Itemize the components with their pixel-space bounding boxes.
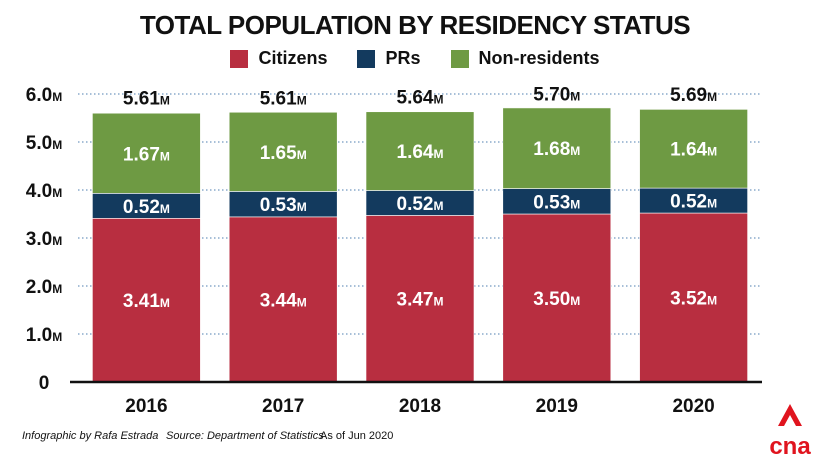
y-tick-label: 3.0M: [26, 229, 62, 250]
logo-mark-icon: [778, 404, 802, 426]
bar-total-label: 5.70M: [533, 84, 580, 105]
x-tick-label: 2018: [399, 396, 441, 417]
footer-as-of: As of Jun 2020: [320, 430, 394, 442]
y-tick-label: 6.0M: [26, 85, 62, 106]
bar-segment: [92, 193, 201, 219]
bar-total-label: 5.61M: [123, 89, 170, 110]
bar-segment: [365, 190, 475, 216]
bar-segment: [502, 188, 612, 215]
x-tick-label: 2016: [125, 396, 167, 417]
y-tick-label: 5.0M: [26, 133, 62, 154]
bar-segment: [502, 213, 612, 383]
bar-segment: [228, 111, 338, 192]
bar-value-label: 3.41M: [123, 291, 170, 312]
legend-label-prs: PRs: [385, 48, 421, 68]
legend-swatch-citizens: [230, 49, 249, 68]
cna-logo: cna: [769, 404, 811, 460]
logo-text: cna: [769, 433, 811, 460]
footer-credit: Infographic by Rafa Estrada: [22, 430, 159, 442]
chart-title: TOTAL POPULATION BY RESIDENCY STATUS: [139, 10, 691, 40]
bar-segment: [228, 216, 338, 383]
bar-total-label: 5.64M: [397, 87, 444, 108]
bar-value-label: 3.44M: [260, 290, 307, 311]
bar-value-label: 1.64M: [397, 142, 444, 163]
bar-segment: [365, 111, 475, 191]
bar-value-label: 0.52M: [123, 197, 170, 218]
y-tick-label: 4.0M: [26, 181, 62, 202]
bar-value-label: 1.65M: [260, 143, 307, 164]
legend-label-citizens: Citizens: [258, 48, 328, 68]
x-tick-label: 2017: [262, 396, 304, 417]
legend-swatch-non-residents: [450, 49, 469, 68]
bar-value-label: 1.67M: [123, 144, 170, 165]
legend-item-citizens: Citizens: [230, 48, 327, 69]
x-tick-label: 2020: [672, 396, 714, 417]
bar-value-label: 3.47M: [397, 290, 444, 311]
bar-segment: [365, 215, 475, 383]
bar-value-label: 0.53M: [260, 195, 307, 216]
bar-value-label: 1.68M: [533, 139, 580, 160]
bar-value-label: 3.52M: [670, 289, 717, 310]
bar-value-label: 0.52M: [397, 194, 444, 215]
bar-segment: [639, 212, 748, 383]
bar-total-label: 5.69M: [670, 85, 717, 106]
x-tick-label: 2019: [536, 396, 578, 417]
y-tick-label: 1.0M: [26, 325, 62, 346]
bar-segment: [639, 109, 748, 189]
legend-label-non-residents: Non-residents: [478, 48, 600, 68]
bar-value-label: 0.53M: [533, 192, 580, 213]
y-tick-label: 2.0M: [26, 277, 62, 298]
footer-source: Source: Department of Statistics: [166, 430, 324, 442]
bar-segment: [92, 112, 201, 194]
bar-value-label: 1.64M: [670, 140, 717, 161]
bar-segment: [228, 191, 338, 218]
bar-segment: [639, 187, 748, 214]
y-tick-label: 0: [39, 373, 50, 394]
legend-item-non-residents: Non-residents: [450, 48, 600, 69]
bar-segment: [92, 218, 201, 383]
legend-item-prs: PRs: [357, 48, 421, 69]
legend: Citizens PRs Non-residents: [0, 48, 830, 69]
bar-total-label: 5.61M: [260, 89, 307, 110]
bar-value-label: 0.52M: [670, 192, 717, 213]
legend-swatch-prs: [357, 49, 376, 68]
bar-value-label: 3.50M: [533, 289, 580, 310]
bar-segment: [502, 107, 612, 189]
